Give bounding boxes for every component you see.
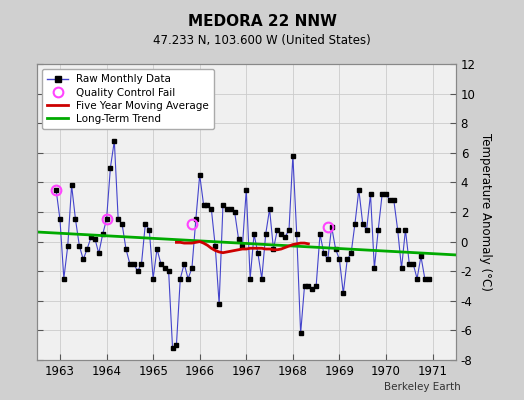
Text: Berkeley Earth: Berkeley Earth <box>385 382 461 392</box>
Text: MEDORA 22 NNW: MEDORA 22 NNW <box>188 14 336 29</box>
Y-axis label: Temperature Anomaly (°C): Temperature Anomaly (°C) <box>479 133 493 291</box>
Legend: Raw Monthly Data, Quality Control Fail, Five Year Moving Average, Long-Term Tren: Raw Monthly Data, Quality Control Fail, … <box>42 69 214 129</box>
Text: 47.233 N, 103.600 W (United States): 47.233 N, 103.600 W (United States) <box>153 34 371 47</box>
